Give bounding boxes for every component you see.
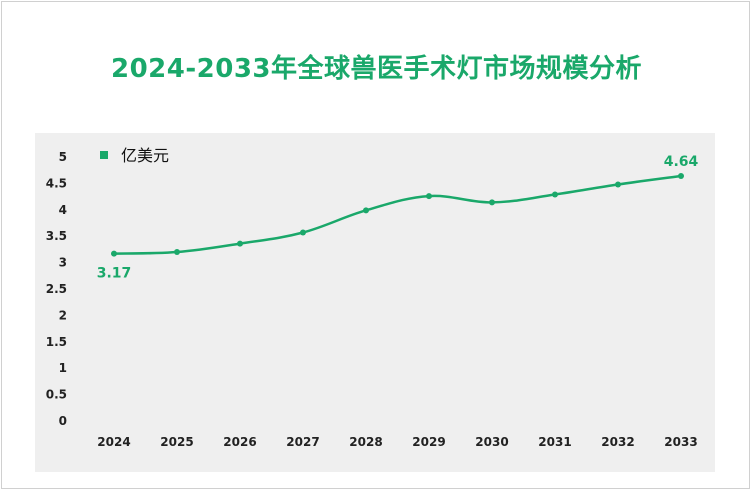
x-tick-label: 2029 (412, 435, 445, 449)
y-tick-label: 1 (59, 361, 67, 375)
data-point (552, 191, 558, 198)
x-tick-label: 2031 (538, 435, 571, 449)
data-point (363, 207, 369, 214)
data-points (111, 173, 684, 257)
data-point (678, 173, 684, 180)
y-tick-label: 5 (59, 150, 67, 164)
y-tick-label: 2 (59, 308, 67, 322)
y-tick-label: 4.5 (46, 176, 67, 190)
plot-area (35, 133, 715, 472)
y-axis-ticks: 0 0.5 1 1.5 2 2.5 3 3.5 4 4.5 5 (46, 150, 67, 428)
x-tick-label: 2027 (286, 435, 319, 449)
data-labels: 3.17 4.64 (97, 154, 699, 282)
data-point (489, 199, 495, 206)
y-tick-label: 3 (59, 256, 67, 270)
x-tick-label: 2024 (97, 435, 130, 449)
y-tick-label: 3.5 (46, 229, 67, 243)
legend: 亿美元 (100, 146, 169, 165)
data-point (174, 249, 180, 256)
y-tick-label: 4 (59, 203, 67, 217)
chart-title: 2024-2033年全球兽医手术灯市场规模分析 (110, 54, 643, 84)
data-point (426, 193, 432, 200)
data-point (300, 229, 306, 236)
x-tick-label: 2026 (223, 435, 256, 449)
y-tick-label: 2.5 (46, 282, 67, 296)
data-label: 3.17 (97, 266, 132, 282)
y-tick-label: 0.5 (46, 388, 67, 402)
series-line (113, 174, 682, 255)
data-point (615, 181, 621, 188)
legend-marker (100, 151, 108, 159)
x-tick-label: 2032 (601, 435, 634, 449)
data-label: 4.64 (664, 154, 699, 170)
x-tick-label: 2025 (160, 435, 193, 449)
data-point (111, 250, 117, 257)
x-tick-label: 2030 (475, 435, 508, 449)
x-tick-label: 2028 (349, 435, 382, 449)
x-axis-ticks: 2024 2025 2026 2027 2028 2029 2030 2031 2032 2033 (97, 435, 697, 449)
legend-label: 亿美元 (121, 146, 169, 165)
y-tick-label: 1.5 (46, 335, 67, 349)
x-tick-label: 2033 (664, 435, 697, 449)
y-tick-label: 0 (59, 414, 67, 428)
data-point (237, 240, 243, 247)
